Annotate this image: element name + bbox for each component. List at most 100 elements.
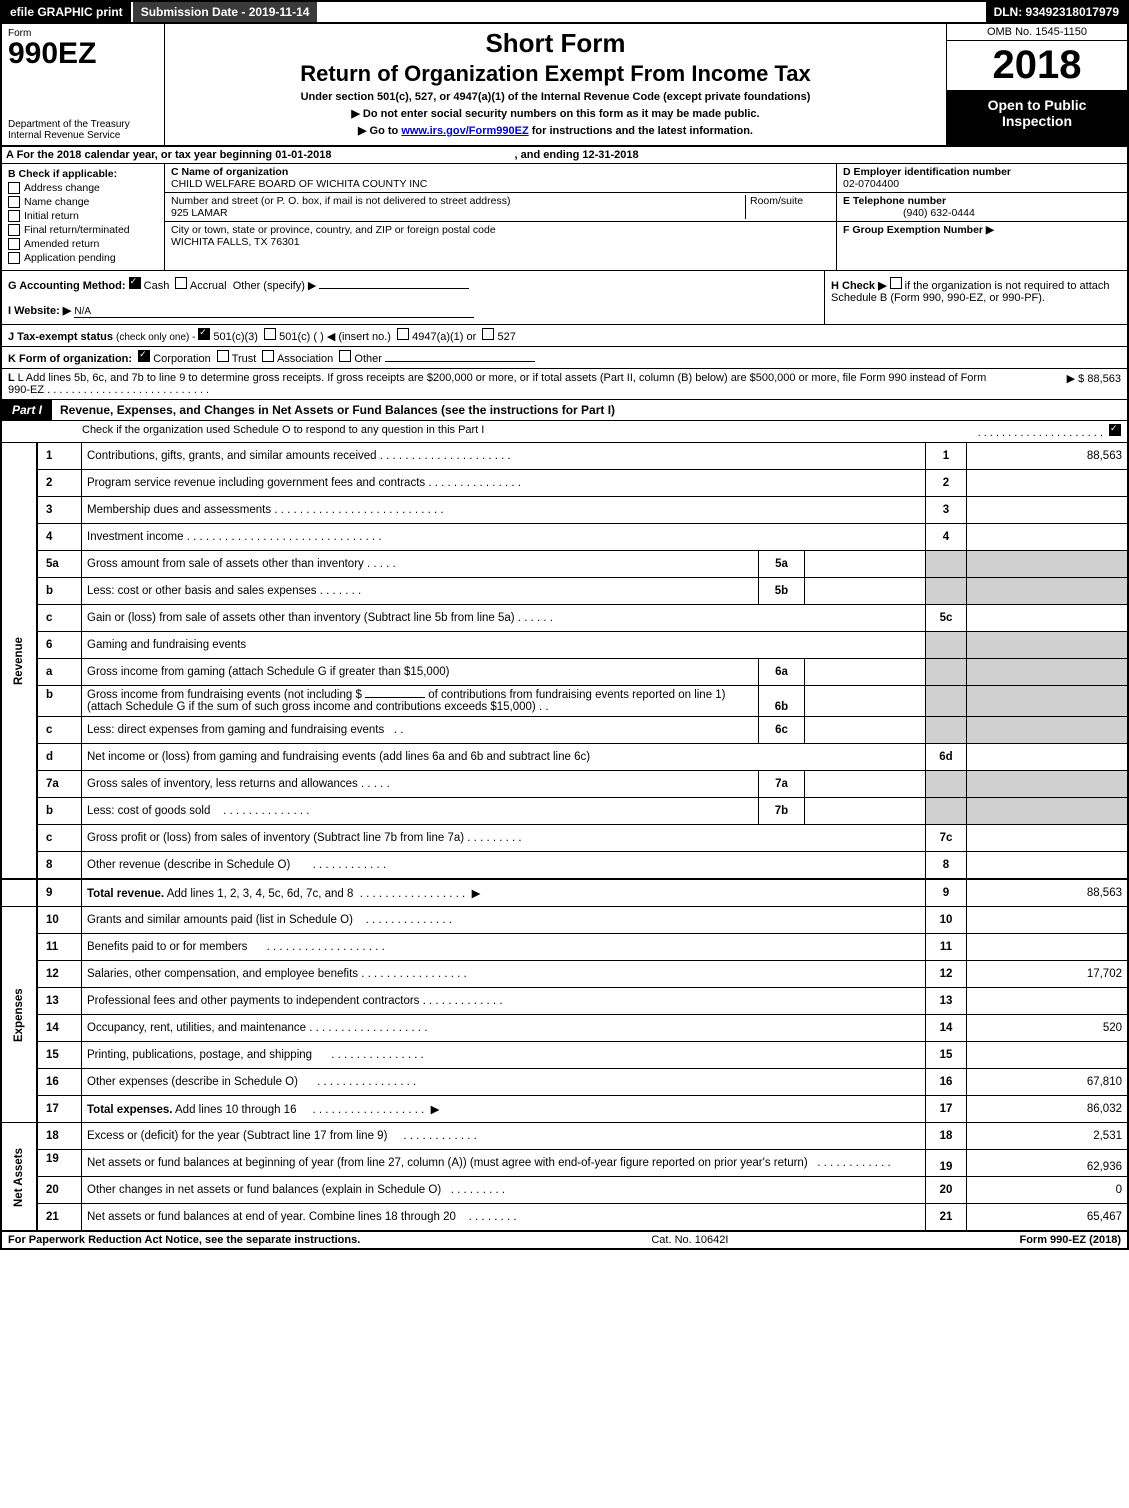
checkbox-527-icon[interactable] bbox=[482, 328, 494, 340]
right-no-shaded bbox=[926, 659, 967, 686]
right-no: 3 bbox=[926, 497, 967, 524]
line-no: b bbox=[37, 686, 82, 717]
g-other-input[interactable] bbox=[319, 288, 469, 289]
sub-no: 7b bbox=[759, 798, 805, 825]
desc-text: Less: direct expenses from gaming and fu… bbox=[87, 724, 384, 736]
line-desc: Contributions, gifts, grants, and simila… bbox=[82, 443, 926, 470]
h-label: H Check ▶ bbox=[831, 280, 890, 292]
right-val bbox=[967, 852, 1129, 880]
table-row: 2 Program service revenue including gove… bbox=[1, 470, 1128, 497]
irs-link[interactable]: www.irs.gov/Form990EZ bbox=[401, 125, 528, 137]
line-desc: Occupancy, rent, utilities, and maintena… bbox=[82, 1015, 926, 1042]
dln-label: DLN: 93492318017979 bbox=[986, 2, 1127, 22]
right-val: 2,531 bbox=[967, 1123, 1129, 1150]
line-no: 14 bbox=[37, 1015, 82, 1042]
l-amount: ▶ $ 88,563 bbox=[1001, 372, 1121, 396]
line-j: J Tax-exempt status (check only one) - 5… bbox=[0, 325, 1129, 347]
form-header: Form 990EZ Department of the Treasury In… bbox=[0, 24, 1129, 147]
right-val-shaded bbox=[967, 771, 1129, 798]
right-val bbox=[967, 825, 1129, 852]
right-val bbox=[967, 524, 1129, 551]
k-other-input[interactable] bbox=[385, 361, 535, 362]
desc-text: Membership dues and assessments bbox=[87, 504, 271, 516]
right-no: 15 bbox=[926, 1042, 967, 1069]
checkbox-corp-icon[interactable] bbox=[138, 350, 150, 362]
checkbox-assoc-icon[interactable] bbox=[262, 350, 274, 362]
checkbox-cash-icon[interactable] bbox=[129, 277, 141, 289]
checkbox-trust-icon[interactable] bbox=[217, 350, 229, 362]
d-label: D Employer identification number bbox=[843, 166, 1011, 178]
desc-text: Professional fees and other payments to … bbox=[87, 995, 419, 1007]
part-1-label: Part I bbox=[2, 400, 52, 420]
side-label-revenue: Revenue bbox=[1, 443, 37, 879]
checkbox-accrual-icon[interactable] bbox=[175, 277, 187, 289]
right-no: 6d bbox=[926, 744, 967, 771]
line-no: 12 bbox=[37, 961, 82, 988]
right-no: 5c bbox=[926, 605, 967, 632]
checkbox-other-icon[interactable] bbox=[339, 350, 351, 362]
right-no: 10 bbox=[926, 907, 967, 934]
k-other: Other bbox=[354, 353, 382, 365]
desc-text: Gross income from fundraising events (no… bbox=[87, 689, 362, 701]
right-no: 2 bbox=[926, 470, 967, 497]
check-application-pending[interactable]: Application pending bbox=[8, 252, 158, 264]
check-name-change[interactable]: Name change bbox=[8, 196, 158, 208]
checkbox-501c3-icon[interactable] bbox=[198, 328, 210, 340]
info-row-bcdef: B Check if applicable: Address change Na… bbox=[0, 164, 1129, 271]
line-no: a bbox=[37, 659, 82, 686]
k-assoc: Association bbox=[277, 353, 333, 365]
submission-date: Submission Date - 2019-11-14 bbox=[133, 2, 318, 22]
line-desc: Professional fees and other payments to … bbox=[82, 988, 926, 1015]
line-no: 16 bbox=[37, 1069, 82, 1096]
checkbox-icon bbox=[8, 210, 20, 222]
g-cash: Cash bbox=[144, 280, 170, 292]
checkbox-4947-icon[interactable] bbox=[397, 328, 409, 340]
right-val bbox=[967, 1042, 1129, 1069]
checkbox-h-icon[interactable] bbox=[890, 277, 902, 289]
right-val: 0 bbox=[967, 1177, 1129, 1204]
sub-val bbox=[805, 686, 926, 717]
line-no: c bbox=[37, 825, 82, 852]
check-initial-return[interactable]: Initial return bbox=[8, 210, 158, 222]
right-val-shaded bbox=[967, 686, 1129, 717]
right-no: 9 bbox=[926, 879, 967, 907]
box-c-name: C Name of organization CHILD WELFARE BOA… bbox=[165, 164, 836, 193]
box-c: C Name of organization CHILD WELFARE BOA… bbox=[165, 164, 837, 270]
line-desc: Other expenses (describe in Schedule O) … bbox=[82, 1069, 926, 1096]
right-no-shaded bbox=[926, 686, 967, 717]
right-val-shaded bbox=[967, 551, 1129, 578]
right-val-shaded bbox=[967, 659, 1129, 686]
table-row: a Gross income from gaming (attach Sched… bbox=[1, 659, 1128, 686]
g-other: Other (specify) ▶ bbox=[233, 280, 317, 292]
desc-text: Printing, publications, postage, and shi… bbox=[87, 1049, 312, 1061]
check-final-return[interactable]: Final return/terminated bbox=[8, 224, 158, 236]
line-desc: Gross income from fundraising events (no… bbox=[82, 686, 759, 717]
table-row: 9 Total revenue. Total revenue. Add line… bbox=[1, 879, 1128, 907]
k-label: K Form of organization: bbox=[8, 353, 132, 365]
desc-text: Program service revenue including govern… bbox=[87, 477, 425, 489]
side-spacer bbox=[1, 879, 37, 907]
check-address-change[interactable]: Address change bbox=[8, 182, 158, 194]
sub-val bbox=[805, 551, 926, 578]
check-amended-return[interactable]: Amended return bbox=[8, 238, 158, 250]
right-val bbox=[967, 470, 1129, 497]
sub-no: 6b bbox=[759, 686, 805, 717]
table-row: Revenue 1 Contributions, gifts, grants, … bbox=[1, 443, 1128, 470]
line-desc: Excess or (deficit) for the year (Subtra… bbox=[82, 1123, 926, 1150]
checkbox-501c-icon[interactable] bbox=[264, 328, 276, 340]
short-form-title: Short Form bbox=[171, 28, 940, 59]
right-no: 20 bbox=[926, 1177, 967, 1204]
line-desc: Gross amount from sale of assets other t… bbox=[82, 551, 759, 578]
check-label: Amended return bbox=[24, 238, 99, 250]
line-desc: Other changes in net assets or fund bala… bbox=[82, 1177, 926, 1204]
line-a: A For the 2018 calendar year, or tax yea… bbox=[0, 147, 1129, 164]
sub-no: 6c bbox=[759, 717, 805, 744]
line-no: d bbox=[37, 744, 82, 771]
efile-label[interactable]: efile GRAPHIC print bbox=[2, 2, 133, 22]
checkbox-part1-icon[interactable] bbox=[1109, 424, 1121, 436]
line-no: 19 bbox=[37, 1150, 82, 1177]
right-no-shaded bbox=[926, 798, 967, 825]
line-desc: Salaries, other compensation, and employ… bbox=[82, 961, 926, 988]
right-val bbox=[967, 907, 1129, 934]
contrib-amount-input[interactable] bbox=[365, 697, 425, 698]
